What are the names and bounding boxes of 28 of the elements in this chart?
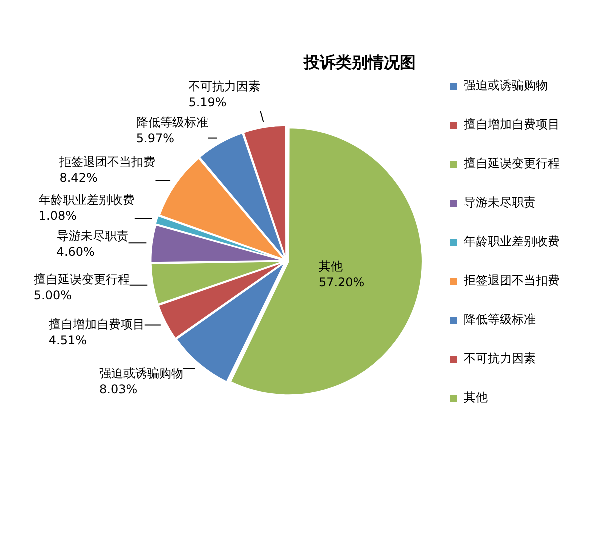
- data-label: 1.08%: [38, 209, 78, 224]
- slice-label: 擅自增加自费项目: [48, 318, 145, 332]
- legend-label: 拒签退团不当扣费: [463, 274, 560, 288]
- slice-label: 强迫或诱骗购物: [100, 366, 184, 380]
- slice-label: 导游未尽职责: [56, 229, 129, 244]
- slice-label: 拒签退团不当扣费: [58, 154, 156, 169]
- legend-label: 降低等级标准: [464, 312, 536, 327]
- legend-label: 擅自延误变更行程: [464, 156, 560, 171]
- chart-title: 投诉类别情况图: [303, 52, 416, 72]
- legend-label: 擅自增加自费项目: [464, 118, 560, 132]
- slice-label: 年龄职业差别收费: [38, 193, 135, 208]
- legend-label: 年龄职业差别收费: [464, 234, 560, 249]
- slice-label: 擅自延误变更行程: [34, 272, 130, 287]
- legend-label: 其他: [464, 390, 488, 405]
- slice-label: 其他: [318, 259, 343, 274]
- data-label: 5.97%: [136, 132, 174, 146]
- data-label: 4.51%: [48, 334, 88, 348]
- data-label: 5.19%: [188, 96, 227, 110]
- legend-label: 不可抗力因素: [464, 352, 536, 366]
- data-label: 8.42%: [60, 170, 98, 185]
- legend-label: 导游未尽职责: [464, 196, 536, 210]
- data-label: 8.03%: [100, 382, 138, 396]
- data-label: 5.00%: [34, 288, 72, 303]
- data-label: 57.20%: [318, 275, 365, 290]
- data-label: 4.60%: [56, 245, 95, 260]
- slice-label: 降低等级标准: [136, 116, 208, 130]
- slice-label: 不可抗力因素: [188, 80, 261, 94]
- legend-label: 强迫或诱骗购物: [464, 78, 548, 93]
